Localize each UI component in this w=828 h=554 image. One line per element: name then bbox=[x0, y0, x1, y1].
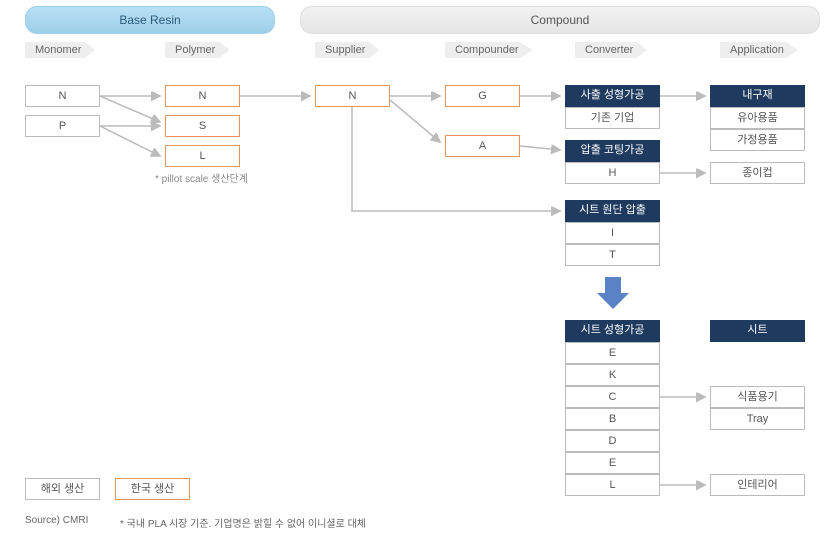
converter-sheet-form-header: 시트 성형가공 bbox=[565, 320, 660, 342]
polymer-n: N bbox=[165, 85, 240, 107]
arrows-layer bbox=[0, 0, 828, 554]
compounder-g: G bbox=[445, 85, 520, 107]
converter-sheet-form-e1: E bbox=[565, 342, 660, 364]
converter-injection-sub: 기존 기업 bbox=[565, 107, 660, 129]
col-monomer: Monomer bbox=[25, 42, 95, 58]
col-polymer: Polymer bbox=[165, 42, 229, 58]
converter-extrusion-header: 압출 코팅가공 bbox=[565, 140, 660, 162]
legend-overseas: 해외 생산 bbox=[25, 478, 100, 500]
polymer-s: S bbox=[165, 115, 240, 137]
app-sheet-header: 시트 bbox=[710, 320, 805, 342]
converter-sheet-form-b: B bbox=[565, 408, 660, 430]
supplier-n: N bbox=[315, 85, 390, 107]
footnote: * 국내 PLA 시장 기준. 기업명은 밝힐 수 없어 이니셜로 대체 bbox=[120, 515, 366, 530]
app-food: 식품용기 bbox=[710, 386, 805, 408]
app-durable-a: 유아용품 bbox=[710, 107, 805, 129]
app-durable-b: 가정용품 bbox=[710, 129, 805, 151]
col-application: Application bbox=[720, 42, 798, 58]
polymer-note: * pillot scale 생산단계 bbox=[155, 170, 248, 185]
polymer-l: L bbox=[165, 145, 240, 167]
monomer-n: N bbox=[25, 85, 100, 107]
big-down-arrow-icon bbox=[595, 275, 631, 311]
converter-sheet-form-l: L bbox=[565, 474, 660, 496]
section-base-resin: Base Resin bbox=[25, 6, 275, 34]
converter-sheet-form-e2: E bbox=[565, 452, 660, 474]
col-converter: Converter bbox=[575, 42, 647, 58]
app-tray: Tray bbox=[710, 408, 805, 430]
legend-korea: 한국 생산 bbox=[115, 478, 190, 500]
converter-extrusion-sub: H bbox=[565, 162, 660, 184]
compounder-a: A bbox=[445, 135, 520, 157]
converter-sheet-form-d: D bbox=[565, 430, 660, 452]
converter-sheet-raw-header: 시트 원단 압출 bbox=[565, 200, 660, 222]
section-compound: Compound bbox=[300, 6, 820, 34]
converter-sheet-raw-t: T bbox=[565, 244, 660, 266]
app-durable-header: 내구재 bbox=[710, 85, 805, 107]
converter-injection-header: 사출 성형가공 bbox=[565, 85, 660, 107]
app-cup: 종이컵 bbox=[710, 162, 805, 184]
col-compounder: Compounder bbox=[445, 42, 533, 58]
source-label: Source) CMRI bbox=[25, 515, 88, 526]
app-interior: 인테리어 bbox=[710, 474, 805, 496]
col-supplier: Supplier bbox=[315, 42, 379, 58]
converter-sheet-raw-i: I bbox=[565, 222, 660, 244]
converter-sheet-form-c: C bbox=[565, 386, 660, 408]
converter-sheet-form-k: K bbox=[565, 364, 660, 386]
monomer-p: P bbox=[25, 115, 100, 137]
